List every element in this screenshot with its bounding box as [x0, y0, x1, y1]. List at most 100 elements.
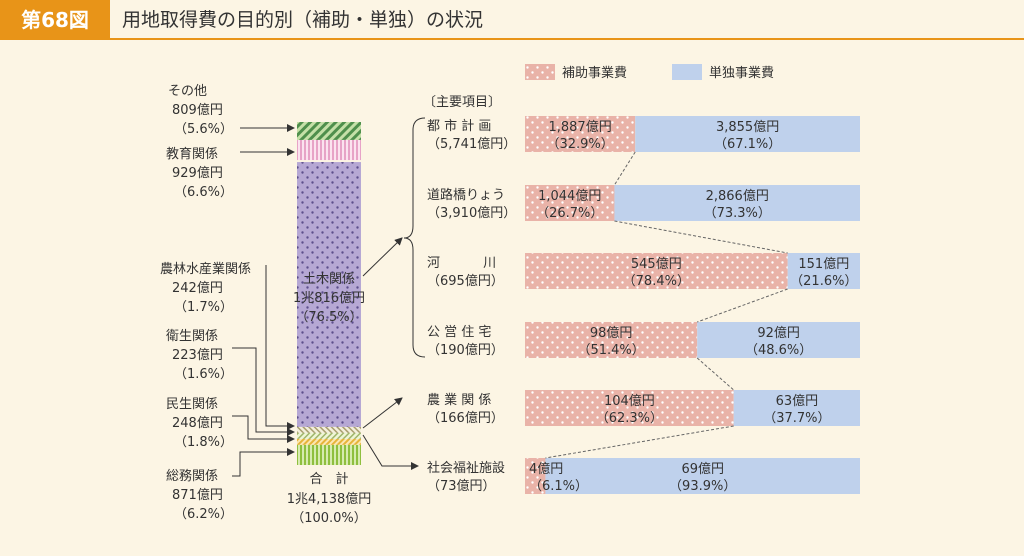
independent-value: 151億円 — [798, 256, 849, 272]
svg-text:248億円: 248億円 — [172, 415, 223, 431]
svg-text:合 計: 合 計 — [309, 471, 348, 487]
stack-segment-0 — [297, 444, 361, 465]
bar-subsidy — [525, 322, 698, 358]
dashed-connector — [545, 425, 734, 459]
bar-independent — [697, 322, 860, 358]
item-name: 農 業 関 係 — [427, 392, 491, 408]
independent-value: 3,855億円 — [716, 119, 779, 135]
bar-independent — [614, 185, 860, 221]
stack-labels: その他 809億円 （5.6%） 教育関係 929億円 （6.6%） 農林水産業… — [160, 84, 371, 526]
subsidy-value: 104億円 — [604, 393, 655, 409]
bar-subsidy — [525, 253, 788, 289]
independent-pct: （37.7%） — [763, 411, 830, 426]
svg-text:809億円: 809億円 — [172, 102, 223, 118]
svg-text:衛生関係: 衛生関係 — [166, 329, 218, 344]
figure-number: 第68図 — [0, 0, 110, 40]
item-name: 道路橋りょう — [427, 187, 505, 203]
independent-pct: （93.9%） — [669, 479, 736, 494]
svg-text:（1.6%）: （1.6%） — [174, 367, 233, 382]
subsidy-value: 1,044億円 — [538, 188, 601, 204]
item-name: 河 川 — [427, 256, 496, 271]
independent-value: 92億円 — [757, 325, 800, 341]
legend: 補助事業費 単独事業費 — [525, 64, 774, 81]
item-name: 社会福祉施設 — [427, 460, 505, 476]
stacked-column — [297, 122, 361, 465]
legend-label-subsidy: 補助事業費 — [562, 65, 627, 81]
dashed-connector — [614, 151, 636, 186]
label-norin: 農林水産業関係 242億円 （1.7%） — [160, 261, 251, 315]
subsidy-pct: （78.4%） — [623, 274, 690, 289]
item-name: 公 営 住 宅 — [427, 325, 491, 340]
svg-text:（1.7%）: （1.7%） — [174, 300, 233, 315]
svg-text:（5.6%）: （5.6%） — [174, 122, 233, 137]
label-eisei: 衛生関係 223億円 （1.6%） — [166, 329, 233, 382]
legend-swatch-independent — [672, 64, 702, 80]
label-doboku: 土木関係 1兆816億円 （76.5%） — [293, 272, 365, 325]
legend-swatch-subsidy — [525, 64, 555, 80]
label-total: 合 計 1兆4,138億円 （100.0%） — [287, 471, 372, 526]
bar-subsidy — [525, 185, 615, 221]
subsidy-value: 98億円 — [590, 325, 633, 341]
stack-segment-2 — [297, 432, 361, 439]
svg-text:（76.5%）: （76.5%） — [295, 310, 362, 325]
label-somu: 総務関係 871億円 （6.2%） — [166, 469, 233, 522]
figure-header: 第68図 用地取得費の目的別（補助・単独）の状況 — [0, 0, 1024, 40]
bar-subsidy — [525, 390, 734, 426]
item-total: （3,910億円） — [427, 205, 516, 221]
label-sonota: その他 809億円 （5.6%） — [168, 84, 233, 137]
subsidy-pct: （6.1%） — [529, 479, 588, 494]
svg-text:1兆4,138億円: 1兆4,138億円 — [287, 491, 372, 507]
subsidy-value: 1,887億円 — [548, 119, 611, 135]
stack-segment-5 — [297, 139, 361, 161]
svg-text:（6.6%）: （6.6%） — [174, 185, 233, 200]
dashed-connector — [614, 220, 788, 254]
header-divider — [0, 38, 1024, 40]
svg-text:土木関係: 土木関係 — [303, 272, 355, 287]
independent-pct: （73.3%） — [704, 206, 771, 221]
bar-subsidy — [525, 458, 546, 494]
svg-text:（100.0%）: （100.0%） — [291, 511, 367, 526]
item-name: 都 市 計 画 — [427, 118, 491, 134]
svg-text:農林水産業関係: 農林水産業関係 — [160, 261, 251, 277]
item-total: （73億円） — [427, 478, 496, 494]
item-bars: 都 市 計 画 （5,741億円） 1,887億円 （32.9%） 3,855億円 （67… — [427, 116, 860, 494]
item-total: （166億円） — [427, 410, 504, 426]
chart-area: 補助事業費 単独事業費 その他 809億円 （5.6%） 教育関係 929億円 … — [160, 64, 860, 526]
svg-text:〔主要項目〕: 〔主要項目〕 — [423, 95, 501, 110]
svg-text:871億円: 871億円 — [172, 487, 223, 503]
subsidy-pct: （62.3%） — [596, 411, 663, 426]
stack-segment-4 — [297, 162, 361, 427]
svg-text:929億円: 929億円 — [172, 165, 223, 181]
stack-segment-6 — [297, 122, 361, 140]
bar-independent — [733, 390, 860, 426]
svg-text:その他: その他 — [168, 84, 207, 99]
independent-value: 69億円 — [681, 461, 724, 477]
legend-label-independent: 単独事業費 — [709, 65, 774, 81]
bar-independent — [787, 253, 860, 289]
item-total: （190億円） — [427, 342, 504, 358]
bar-independent — [635, 116, 860, 152]
bar-subsidy — [525, 116, 636, 152]
subsidy-value: 545億円 — [631, 256, 682, 272]
item-total: （5,741億円） — [427, 136, 516, 152]
item-total: （695億円） — [427, 273, 504, 289]
independent-pct: （67.1%） — [714, 137, 781, 152]
subsidy-pct: （26.7%） — [536, 206, 603, 221]
stack-segment-1 — [297, 438, 361, 445]
stack-segment-3 — [297, 426, 361, 433]
label-kyoiku: 教育関係 929億円 （6.6%） — [166, 146, 233, 200]
dashed-connector — [696, 357, 735, 391]
svg-text:223億円: 223億円 — [172, 347, 223, 363]
svg-text:（1.8%）: （1.8%） — [174, 435, 233, 450]
svg-text:（6.2%）: （6.2%） — [174, 507, 233, 522]
svg-text:1兆816億円: 1兆816億円 — [293, 290, 365, 306]
subsidy-pct: （51.4%） — [577, 343, 644, 358]
bar-independent — [545, 458, 860, 494]
independent-pct: （48.6%） — [745, 343, 812, 358]
bracket: 〔主要項目〕 — [362, 95, 501, 470]
svg-text:教育関係: 教育関係 — [166, 146, 218, 162]
figure-title: 用地取得費の目的別（補助・単独）の状況 — [122, 9, 484, 31]
svg-text:民生関係: 民生関係 — [166, 397, 218, 412]
independent-value: 2,866億円 — [706, 188, 769, 204]
subsidy-value: 4億円 — [529, 461, 563, 477]
